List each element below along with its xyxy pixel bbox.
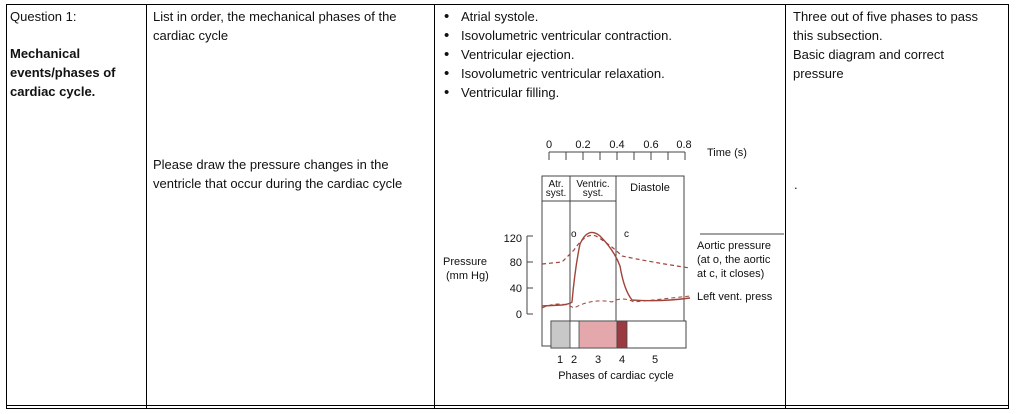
- criteria-line: pressure: [793, 66, 844, 81]
- row-divider: [7, 405, 1008, 406]
- list-item: Isovolumetric ventricular relaxation.: [444, 64, 779, 83]
- criteria-line: Basic diagram and correct: [793, 47, 945, 62]
- list-prompt: List in order, the mechanical phases of …: [153, 9, 397, 43]
- list-item: Ventricular ejection.: [444, 45, 779, 64]
- list-item: Ventricular filling.: [444, 83, 779, 102]
- criteria-line: this subsection.: [793, 28, 883, 43]
- question-cell: Question 1: Mechanical events/phases of …: [10, 7, 142, 101]
- column-divider: [434, 5, 435, 408]
- stray-mark: .: [794, 177, 798, 192]
- topic-line: Mechanical: [10, 46, 81, 61]
- list-item: Isovolumetric ventricular contraction.: [444, 26, 779, 45]
- question-label: Question 1:: [10, 9, 77, 24]
- phase-list: Atrial systole. Isovolumetric ventricula…: [439, 7, 779, 102]
- column-divider: [146, 5, 147, 408]
- prompt-cell: List in order, the mechanical phases of …: [153, 7, 433, 45]
- assessment-table: Question 1: Mechanical events/phases of …: [6, 4, 1009, 409]
- answer-cell: Atrial systole. Isovolumetric ventricula…: [439, 7, 779, 102]
- draw-prompt: Please draw the pressure changes in the …: [153, 157, 403, 191]
- criteria-cell: Three out of five phases to pass this su…: [793, 7, 1003, 83]
- topic-line: cardiac cycle.: [10, 84, 96, 99]
- topic-line: events/phases of: [10, 65, 116, 80]
- criteria-line: Three out of five phases to pass: [793, 9, 978, 24]
- list-item: Atrial systole.: [444, 7, 779, 26]
- column-divider: [785, 5, 786, 408]
